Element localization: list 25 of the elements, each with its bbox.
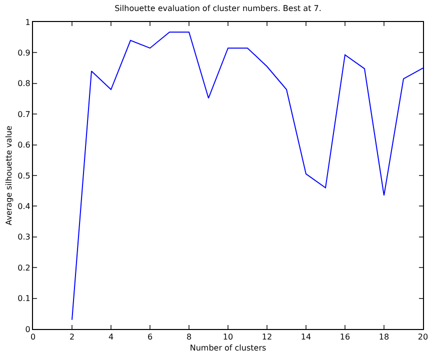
y-tick-label: 0.3 [18,232,30,242]
y-tick-label: 0.8 [18,79,30,88]
y-tick-label: 0.9 [18,48,30,58]
x-tick-label: 18 [378,332,390,342]
x-tick-label: 12 [262,332,272,342]
x-tick-label: 4 [108,332,114,342]
y-tick-label: 0.6 [18,140,30,150]
x-tick-label: 2 [69,332,75,342]
y-tick-label: 0 [25,324,30,334]
x-tick-label: 20 [418,332,428,342]
y-tick-label: 1 [25,18,30,27]
y-axis-title: Average silhouette value [4,126,14,226]
x-axis-title: Number of clusters [190,344,266,353]
x-tick-label: 14 [300,332,312,342]
y-tick-label: 0.2 [18,263,30,272]
x-tick-label: 10 [222,332,234,342]
x-tick-label: 8 [186,332,192,342]
line-series [72,32,423,320]
y-tick-label: 0.5 [18,171,30,180]
x-tick-label: 16 [340,332,350,342]
y-tick-label: 0.7 [18,110,30,119]
chart-title: Silhouette evaluation of cluster numbers. Best at 7. [114,4,322,13]
y-tick-label: 0.1 [18,294,30,304]
x-tick-label: 6 [147,332,153,342]
y-tick-label: 0.4 [18,202,30,211]
